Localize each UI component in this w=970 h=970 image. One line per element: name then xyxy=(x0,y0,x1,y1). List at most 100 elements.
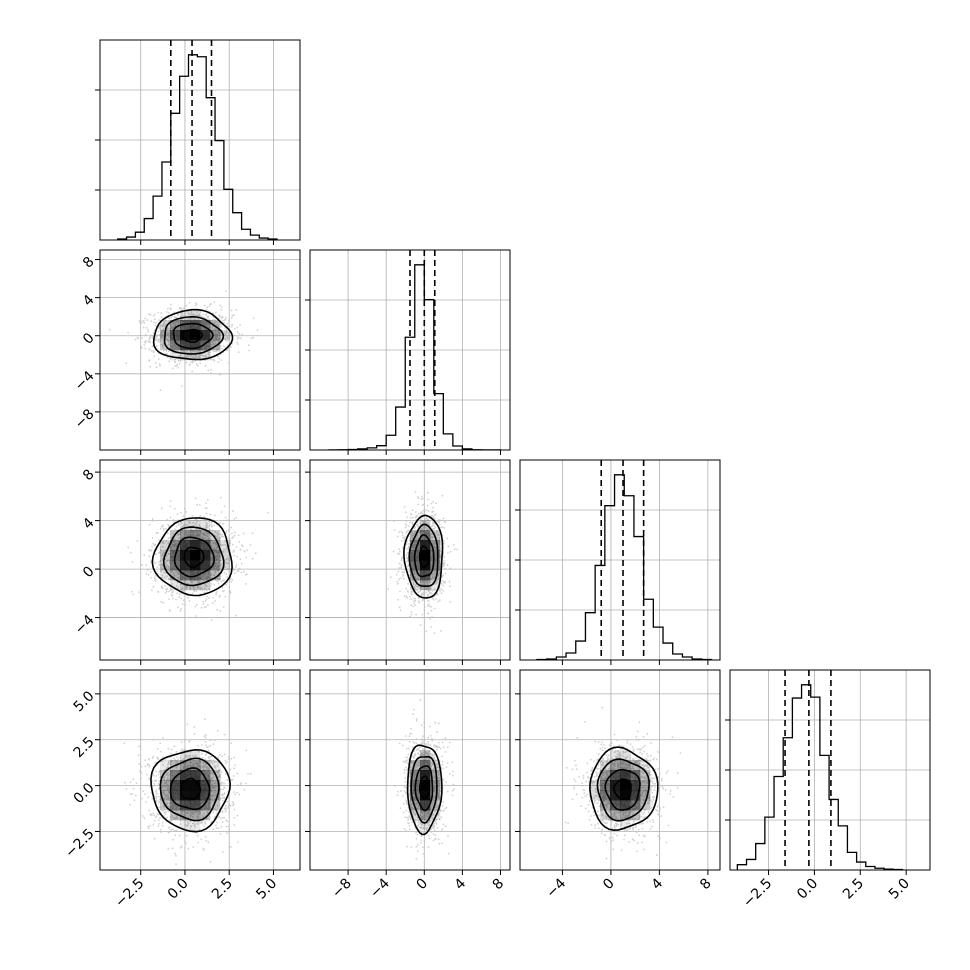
density-cell xyxy=(190,560,201,571)
density-cell xyxy=(620,750,631,761)
density-cell xyxy=(410,580,421,591)
contour-line xyxy=(150,748,232,833)
x-tick-label: 0 xyxy=(600,876,618,894)
density-cell xyxy=(220,540,231,551)
y-tick-label: 0 xyxy=(80,563,98,581)
density-cell xyxy=(600,800,611,811)
density-cell xyxy=(630,790,641,801)
density-cell xyxy=(160,570,171,581)
panel-frame xyxy=(99,669,301,871)
density-cell xyxy=(160,770,171,781)
density-cell xyxy=(200,320,211,331)
contour-line xyxy=(596,758,650,822)
density-cell xyxy=(170,580,181,591)
density-cell xyxy=(420,540,431,551)
histogram-step-line xyxy=(536,474,713,661)
density-cell xyxy=(190,770,201,781)
density-cell xyxy=(200,520,211,531)
density-cell xyxy=(420,810,431,821)
density-cell xyxy=(200,340,211,351)
density-cell xyxy=(170,780,181,791)
density-cell xyxy=(190,540,201,551)
panel-frame xyxy=(309,669,511,871)
scatter-panel-1-0: −8 −4 0 4 8 xyxy=(72,249,301,455)
density-cell xyxy=(180,820,191,831)
density-cell xyxy=(620,800,631,811)
density-cell xyxy=(190,570,201,581)
contour-line xyxy=(181,328,203,343)
density-cell xyxy=(410,570,421,581)
x-tick-label: 8 xyxy=(490,876,508,894)
contour-line xyxy=(408,523,439,587)
histogram-panel-1 xyxy=(305,249,511,455)
density-cell xyxy=(420,550,431,561)
density-cell xyxy=(160,790,171,801)
x-tick-label: 4 xyxy=(649,875,667,893)
x-tick-label: −4 xyxy=(543,875,569,901)
x-tick-label: −2.5 xyxy=(112,876,147,911)
density-cell xyxy=(190,330,201,341)
y-tick-label: 5.0 xyxy=(71,688,98,715)
density-cell xyxy=(430,560,441,571)
density-cell xyxy=(200,550,211,561)
density-cell xyxy=(210,340,221,351)
density-cell xyxy=(180,750,191,761)
density-cell xyxy=(600,770,611,781)
density-cell xyxy=(210,540,221,551)
density-cell xyxy=(420,780,431,791)
scatter-panel-3-0: −2.5 0.0 2.5 5.0 −2.5 0.0 2.5 5.0 xyxy=(62,669,301,911)
density-cell xyxy=(200,330,211,341)
panel-frame xyxy=(519,669,721,871)
panel-frame xyxy=(99,459,301,661)
density-cell xyxy=(200,580,211,591)
y-tick-label: 4 xyxy=(80,515,98,533)
density-cell xyxy=(410,760,421,771)
contour-line xyxy=(414,765,434,812)
x-tick-label: −8 xyxy=(329,876,355,902)
density-cell xyxy=(180,320,191,331)
density-cell xyxy=(600,810,611,821)
y-tick-label: 2.5 xyxy=(71,734,98,761)
histogram-step-line xyxy=(117,54,278,240)
density-cell xyxy=(190,760,201,771)
contour-line xyxy=(172,322,214,350)
histogram-panel-3: −2.5 0.0 2.5 5.0 xyxy=(725,669,931,911)
density-cell xyxy=(610,760,621,771)
density-cell xyxy=(620,810,631,821)
scatter-points xyxy=(123,718,252,866)
density-cell xyxy=(190,800,201,811)
density-cell xyxy=(630,780,641,791)
density-cell xyxy=(180,560,191,571)
contour-line xyxy=(413,534,435,578)
y-tick-label: 4 xyxy=(80,292,98,310)
density-cell xyxy=(410,770,421,781)
x-tick-label: 5.0 xyxy=(886,876,913,903)
density-cell xyxy=(220,550,231,561)
density-cell xyxy=(190,810,201,821)
density-cell xyxy=(160,540,171,551)
density-cell xyxy=(410,810,421,821)
density-cell xyxy=(200,780,211,791)
density-cell xyxy=(210,790,221,801)
panel-frame xyxy=(99,249,301,451)
histogram-step-line xyxy=(328,264,502,451)
scatter-panel-3-2: −4 0 4 8 xyxy=(515,669,721,901)
y-tick-label: −8 xyxy=(72,406,98,432)
density-cell xyxy=(630,800,641,811)
contour-line xyxy=(418,775,430,800)
density-cell xyxy=(180,810,191,821)
y-tick-label: 0 xyxy=(80,330,98,348)
scatter-panel-2-1 xyxy=(305,459,511,665)
density-cell xyxy=(600,760,611,771)
panel-frame xyxy=(309,459,511,661)
contour-line xyxy=(152,308,234,361)
y-tick-label: −4 xyxy=(72,612,98,638)
density-cell xyxy=(620,820,631,831)
density-cell xyxy=(180,770,191,781)
density-cell xyxy=(200,800,211,811)
contour-line xyxy=(418,545,430,569)
density-cell xyxy=(180,540,191,551)
density-cell xyxy=(430,790,441,801)
contour-line xyxy=(151,517,233,597)
